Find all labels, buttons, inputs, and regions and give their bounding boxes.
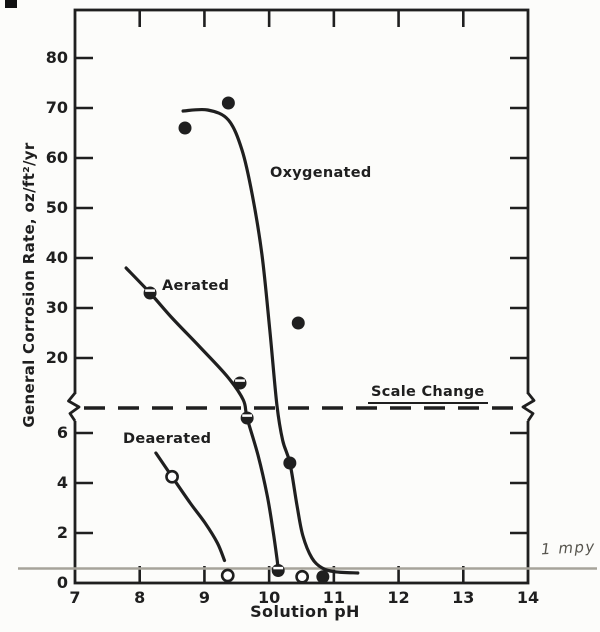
- marker-half-filled-circle: [271, 564, 285, 577]
- series-label-deaerated: Deaerated: [123, 431, 212, 447]
- scan-artifact: [5, 0, 17, 8]
- axis-break-right: [521, 392, 536, 422]
- marker-open-circle: [165, 469, 179, 484]
- axis-break-left: [67, 392, 81, 422]
- y-tick-label: 60: [45, 148, 68, 167]
- marker-filled-circle: [283, 456, 297, 470]
- y-tick-label: 4: [56, 473, 68, 492]
- curve-deaerated: [154, 451, 227, 563]
- y-tick-label: 20: [45, 348, 68, 367]
- marker-open-circle: [220, 568, 235, 583]
- y-tick-label: 80: [45, 48, 68, 67]
- series-label-oxygenated: Oxygenated: [270, 165, 372, 181]
- y-tick-label: 2: [56, 523, 68, 542]
- x-tick-label: 14: [516, 588, 540, 607]
- marker-half-filled-circle: [240, 411, 254, 425]
- y-tick-label: 6: [56, 423, 68, 442]
- marker-filled-circle: [316, 570, 330, 584]
- x-tick-label: 10: [258, 588, 281, 607]
- marker-half-filled-circle: [233, 376, 247, 390]
- plot-border: [73, 8, 530, 585]
- x-tick-label: 11: [322, 588, 345, 607]
- y-tick-label: 0: [56, 573, 68, 592]
- marker-open-circle: [295, 569, 310, 584]
- curve-oxygenated: [181, 107, 360, 575]
- x-axis-title: Solution pH: [250, 602, 360, 621]
- series-label-aerated: Aerated: [162, 278, 230, 294]
- x-tick-label: 7: [69, 588, 81, 607]
- x-tick-label: 13: [452, 588, 475, 607]
- y-tick-label: 30: [45, 298, 68, 317]
- marker-half-filled-circle: [143, 286, 157, 300]
- y-tick-label: 40: [45, 248, 68, 267]
- x-tick-label: 9: [198, 588, 210, 607]
- scale-change-label: Scale Change: [368, 384, 488, 404]
- y-tick-label: 70: [45, 98, 68, 117]
- marker-filled-circle: [178, 121, 192, 135]
- marker-filled-circle: [291, 316, 305, 330]
- marker-filled-circle: [221, 96, 235, 110]
- curve-aerated: [124, 266, 280, 571]
- x-tick-label: 12: [387, 588, 410, 607]
- x-tick-label: 8: [134, 588, 146, 607]
- reference-line-label: 1 mpy: [540, 537, 597, 559]
- y-tick-label: 50: [45, 198, 68, 217]
